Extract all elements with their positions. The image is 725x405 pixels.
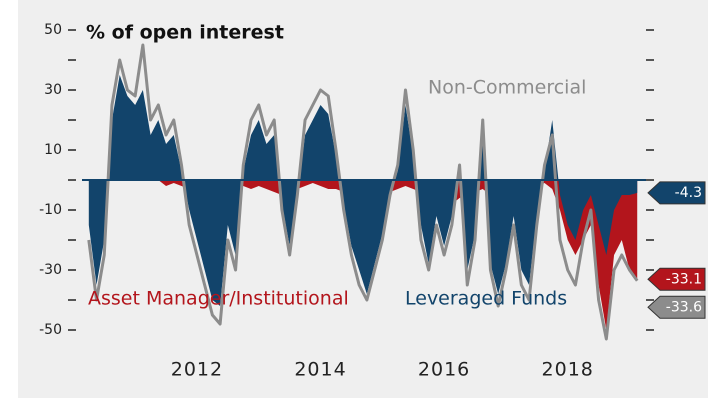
y-tick-label: 10 <box>44 142 62 158</box>
end-label-box <box>647 267 706 291</box>
chart-title: % of open interest <box>86 22 284 44</box>
y-tick-label: -10 <box>39 202 62 218</box>
plot-area: -50 -30 -10 10 30 50 2012 2014 2016 2018 -4.3 -33.1… <box>39 22 706 381</box>
y-tick-label: -30 <box>39 262 62 278</box>
x-tick-label: 2018 <box>542 359 594 381</box>
end-label: -4.3 <box>675 185 702 201</box>
end-label-box <box>647 181 706 205</box>
x-tick-label: 2016 <box>418 359 470 381</box>
y-tick-label: 50 <box>44 22 62 38</box>
line <box>87 43 639 341</box>
y-tick-label: 30 <box>44 82 62 98</box>
x-tick-label: 2012 <box>171 359 223 381</box>
y-tick-label: -50 <box>39 322 62 338</box>
end-label-box <box>647 295 706 319</box>
area <box>88 75 638 306</box>
end-label: -33.6 <box>666 299 702 315</box>
series-label: Asset Manager/Institutional <box>88 288 349 310</box>
series-label: Non-Commercial <box>428 77 586 99</box>
x-tick-label: 2014 <box>294 359 346 381</box>
series-label: Leveraged Funds <box>405 288 567 310</box>
end-label: -33.1 <box>666 271 702 287</box>
